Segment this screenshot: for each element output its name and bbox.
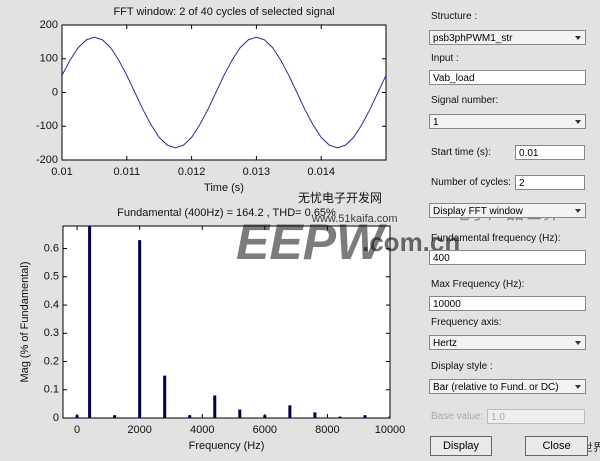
x-tick-label: 0.012	[178, 166, 206, 178]
x-axis-label: Time (s)	[204, 182, 244, 194]
label: Frequency axis:	[431, 317, 502, 328]
edit-box[interactable]: 0.01	[515, 145, 585, 160]
edit-box[interactable]: 2	[515, 175, 585, 190]
x-tick-label: 0.011	[113, 166, 140, 178]
edit-box[interactable]: 10000	[429, 296, 586, 311]
y-axis-label: Mag (% of Fundamental)	[19, 261, 31, 382]
y-tick-label: 0	[53, 412, 59, 424]
x-tick-label: 4000	[190, 424, 214, 436]
plot-area	[61, 24, 387, 161]
bar	[213, 395, 217, 418]
y-tick-label: 0.2	[44, 355, 59, 367]
label: Fundamental frequency (Hz):	[431, 233, 561, 244]
label: Input :	[431, 53, 459, 64]
dropdown[interactable]: psb3phPWM1_str	[429, 30, 586, 45]
bar	[313, 412, 317, 418]
y-tick-label: 0.6	[44, 242, 59, 254]
bar	[113, 415, 117, 418]
y-tick-label: 100	[40, 53, 58, 65]
edit-box[interactable]: 400	[429, 250, 586, 265]
bar	[138, 240, 142, 418]
plot-marks	[75, 226, 390, 418]
chart-title: FFT window: 2 of 40 cycles of selected s…	[113, 6, 334, 18]
x-tick-label: 6000	[253, 424, 277, 436]
y-tick-label: 0.4	[44, 299, 59, 311]
dropdown[interactable]: Display FFT window	[429, 203, 586, 218]
chart-title: Fundamental (400Hz) = 164.2 , THD= 0.65%	[117, 207, 336, 219]
x-tick-label: 10000	[375, 424, 406, 436]
bar	[288, 405, 292, 418]
y-tick-label: 200	[40, 19, 58, 31]
plot-area	[62, 225, 391, 419]
y-tick-label: 0.5	[44, 271, 59, 283]
bar	[263, 415, 267, 418]
watermark: 无忧电子开发网	[298, 190, 382, 205]
y-tick-label: 0	[52, 86, 58, 98]
watermark: EEPW	[236, 214, 387, 270]
close-button[interactable]: Close	[525, 436, 588, 456]
label: Max Frequency (Hz):	[431, 279, 525, 290]
x-tick-label: 0	[74, 424, 80, 436]
bar	[163, 375, 167, 418]
plot-marks	[62, 36, 386, 149]
label: Base value:	[431, 411, 484, 422]
display-button[interactable]: Display	[430, 436, 492, 456]
bar	[363, 415, 367, 418]
dropdown[interactable]: Hertz	[429, 335, 586, 350]
bar	[75, 415, 79, 418]
y-tick-label: -100	[36, 120, 58, 132]
bar	[238, 409, 242, 418]
bar	[338, 416, 342, 418]
edit-box: 1.0	[487, 409, 585, 424]
y-tick-label: 0.1	[44, 384, 59, 396]
watermark: www.51kaifa.com	[311, 213, 398, 225]
y-tick-label: -200	[36, 154, 58, 166]
label: Number of cycles:	[431, 177, 512, 188]
label: Start time (s):	[431, 147, 492, 158]
label: Display style :	[431, 361, 493, 372]
dropdown[interactable]: Vab_load	[429, 70, 586, 85]
y-tick-label: 0.3	[44, 327, 59, 339]
x-tick-label: 2000	[127, 424, 151, 436]
x-tick-label: 0.01	[51, 166, 72, 178]
label: Signal number:	[431, 95, 499, 106]
signal-line	[62, 36, 386, 149]
bar	[88, 226, 92, 418]
x-tick-label: 8000	[315, 424, 339, 436]
x-tick-label: 0.014	[307, 166, 335, 178]
dropdown[interactable]: Bar (relative to Fund. or DC)	[429, 379, 586, 394]
label: Structure :	[431, 11, 478, 22]
bar	[388, 416, 390, 418]
dropdown[interactable]: 1	[429, 114, 586, 129]
x-tick-label: 0.013	[243, 166, 271, 178]
x-axis-label: Frequency (Hz)	[189, 440, 265, 452]
bar	[188, 415, 192, 418]
